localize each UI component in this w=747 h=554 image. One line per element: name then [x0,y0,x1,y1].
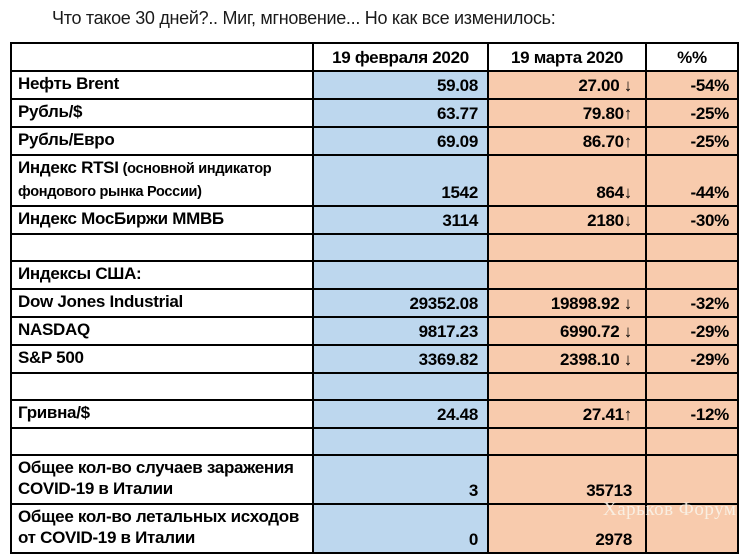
row-label: Рубль/$ [18,102,83,121]
row-label-cell [10,427,314,456]
row-label-cell: Рубль/$ [10,98,314,128]
row-label-cell [10,233,314,262]
table-row: Dow Jones Industrial 29352.08 19898.92 ↓… [10,288,739,318]
mar-value-cell: 864↓ [487,154,647,207]
mar-value-cell [487,372,647,401]
table-row: Индексы США: [10,260,739,290]
header-empty-cell [10,42,314,72]
feb-value-cell: 0 [312,503,489,554]
row-label-note: (основной индикатор фондового рынка Росс… [18,161,272,200]
pct-value-cell [645,372,739,401]
pct-value-cell: -25% [645,98,739,128]
mar-value-cell: 6990.72 ↓ [487,316,647,346]
header-row: 19 февраля 2020 19 марта 2020 %% [10,42,739,72]
mar-value-cell: 19898.92 ↓ [487,288,647,318]
mar-value-cell: 2978 [487,503,647,554]
mar-value-cell: 35713 [487,454,647,505]
pct-value-cell: -54% [645,70,739,100]
row-label-cell: Индексы США: [10,260,314,290]
row-label: Нефть Brent [18,74,119,93]
pct-value-cell: -25% [645,126,739,156]
row-label-cell [10,372,314,401]
feb-value-cell: 69.09 [312,126,489,156]
pct-value-cell: -29% [645,344,739,374]
table-row [10,372,739,401]
table-row [10,233,739,262]
pct-value-cell [645,454,739,505]
row-label-cell: Общее кол-во случаев заражения COVID-19 … [10,454,314,505]
table-body: Нефть Brent 59.08 27.00 ↓ -54% Рубль/$ 6… [10,70,739,554]
header-percent-cell: %% [645,42,739,72]
feb-value-cell: 63.77 [312,98,489,128]
row-label: Рубль/Евро [18,130,115,149]
feb-value-cell [312,372,489,401]
row-label-cell: Общее кол-во летальных исходов от COVID-… [10,503,314,554]
table-row: NASDAQ 9817.23 6990.72 ↓ -29% [10,316,739,346]
header-feb-date-cell: 19 февраля 2020 [312,42,489,72]
header-mar-date-cell: 19 марта 2020 [487,42,647,72]
row-label-cell: Индекс RTSI (основной индикатор фондового… [10,154,314,207]
mar-value-cell: 2398.10 ↓ [487,344,647,374]
row-label-cell: Гривна/$ [10,399,314,429]
comparison-table: 19 февраля 2020 19 марта 2020 %% Нефть B… [10,42,739,554]
row-label: NASDAQ [18,320,90,339]
mar-value-cell: 86.70↑ [487,126,647,156]
mar-value-cell [487,260,647,290]
table-row: Общее кол-во случаев заражения COVID-19 … [10,454,739,505]
table-row: S&P 500 3369.82 2398.10 ↓ -29% [10,344,739,374]
feb-value-cell: 24.48 [312,399,489,429]
row-label: Общее кол-во летальных исходов от COVID-… [18,507,300,547]
feb-value-cell: 3114 [312,205,489,235]
mar-value-cell: 79.80↑ [487,98,647,128]
row-label-cell: S&P 500 [10,344,314,374]
feb-value-cell [312,427,489,456]
mar-value-cell [487,427,647,456]
pct-value-cell: -44% [645,154,739,207]
row-label-cell: Dow Jones Industrial [10,288,314,318]
feb-value-cell: 9817.23 [312,316,489,346]
row-label-cell: Индекс МосБиржи ММВБ [10,205,314,235]
row-label: Общее кол-во случаев заражения COVID-19 … [18,458,294,498]
row-label-cell: Рубль/Евро [10,126,314,156]
mar-value-cell: 27.41↑ [487,399,647,429]
table-row: Общее кол-во летальных исходов от COVID-… [10,503,739,554]
table-row: Рубль/$ 63.77 79.80↑ -25% [10,98,739,128]
feb-value-cell: 1542 [312,154,489,207]
row-label-cell: NASDAQ [10,316,314,346]
pct-value-cell [645,233,739,262]
mar-value-cell: 27.00 ↓ [487,70,647,100]
table-row: Гривна/$ 24.48 27.41↑ -12% [10,399,739,429]
table-row: Нефть Brent 59.08 27.00 ↓ -54% [10,70,739,100]
row-label: Индекс МосБиржи ММВБ [18,209,224,228]
mar-value-cell [487,233,647,262]
feb-value-cell [312,233,489,262]
table-row: Рубль/Евро 69.09 86.70↑ -25% [10,126,739,156]
mar-value-cell: 2180↓ [487,205,647,235]
row-label: S&P 500 [18,348,84,367]
table-row: Индекс МосБиржи ММВБ 3114 2180↓ -30% [10,205,739,235]
page: Что такое 30 дней?.. Миг, мгновение... Н… [0,7,747,554]
page-title: Что такое 30 дней?.. Миг, мгновение... Н… [52,8,556,28]
feb-value-cell: 3369.82 [312,344,489,374]
table-row: Индекс RTSI (основной индикатор фондового… [10,154,739,207]
pct-value-cell [645,260,739,290]
pct-value-cell: -32% [645,288,739,318]
pct-value-cell [645,427,739,456]
row-label: Индекс RTSI [18,158,119,177]
feb-value-cell [312,260,489,290]
pct-value-cell: -29% [645,316,739,346]
row-label: Индексы США: [18,264,142,283]
feb-value-cell: 29352.08 [312,288,489,318]
pct-value-cell [645,503,739,554]
row-label-cell: Нефть Brent [10,70,314,100]
feb-value-cell: 3 [312,454,489,505]
table-row [10,427,739,456]
row-label: Гривна/$ [18,403,90,422]
pct-value-cell: -12% [645,399,739,429]
pct-value-cell: -30% [645,205,739,235]
feb-value-cell: 59.08 [312,70,489,100]
row-label: Dow Jones Industrial [18,292,183,311]
